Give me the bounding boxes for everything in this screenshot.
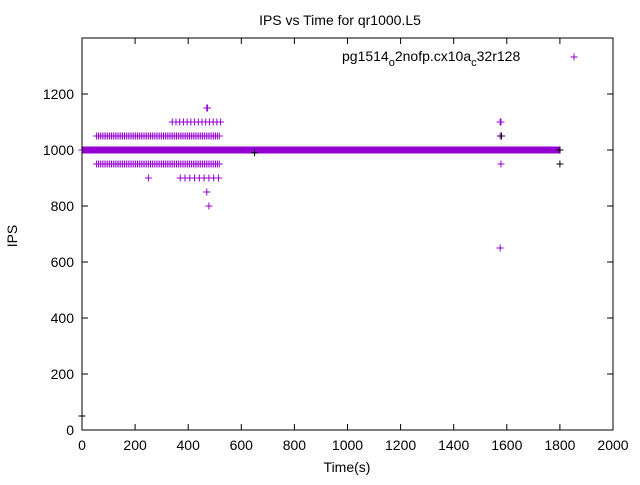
x-axis-label: Time(s) [324,459,371,475]
x-tick-label: 1600 [491,437,522,453]
x-tick-label: 400 [177,437,201,453]
y-tick-label: 0 [66,422,74,438]
x-tick-label: 200 [123,437,147,453]
data-point [215,160,223,168]
data-point [497,132,505,140]
x-tick-label: 1000 [332,437,363,453]
data-point [203,188,211,196]
x-tick-label: 2000 [597,437,628,453]
y-tick-label: 1000 [43,142,74,158]
x-tick-label: 0 [78,437,86,453]
data-point [497,160,505,168]
data-point [496,146,504,154]
x-tick-label: 800 [283,437,307,453]
chart-title: IPS vs Time for qr1000.L5 [259,12,421,28]
x-tick-label: 1800 [544,437,575,453]
data-point [144,174,152,182]
y-tick-label: 200 [51,366,75,382]
data-point [497,118,505,126]
data-point [205,202,213,210]
legend-marker-icon [570,53,578,61]
series-pg1514_o2nofp.cx10a_c32r128 [78,104,564,252]
data-point [215,132,223,140]
data-point [556,160,564,168]
data-point [214,174,222,182]
legend-label: pg1514o2nofp.cx10ac32r128 [342,48,520,69]
y-tick-label: 400 [51,310,75,326]
data-point [556,146,564,154]
series-unlabeled [78,132,564,420]
data-point [251,149,259,157]
data-point [217,118,225,126]
data-point [496,244,504,252]
x-tick-label: 1200 [385,437,416,453]
plot-border [81,37,614,431]
legend-marker [570,53,578,61]
y-tick-label: 800 [51,198,75,214]
x-tick-label: 600 [230,437,254,453]
data-point [204,104,212,112]
x-tick-label: 1400 [438,437,469,453]
y-tick-label: 600 [51,254,75,270]
y-tick-label: 1200 [43,86,74,102]
y-axis-label: IPS [4,225,20,248]
